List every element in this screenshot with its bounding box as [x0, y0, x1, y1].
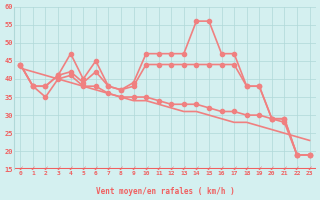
- X-axis label: Vent moyen/en rafales ( km/h ): Vent moyen/en rafales ( km/h ): [96, 187, 234, 196]
